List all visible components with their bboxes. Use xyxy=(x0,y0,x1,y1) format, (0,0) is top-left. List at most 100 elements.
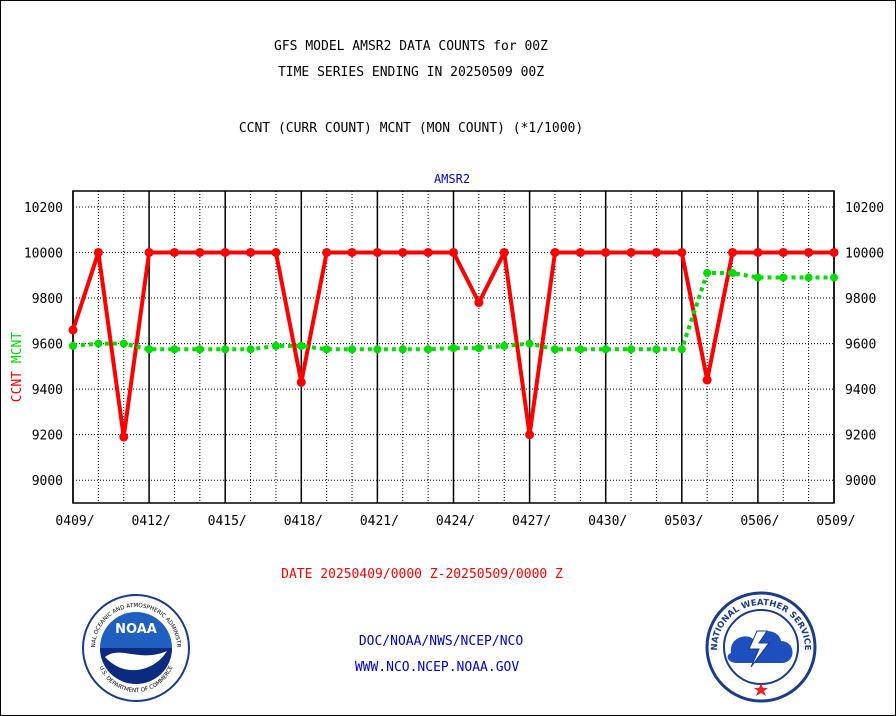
y-axis-label-ccnt: CCNT xyxy=(10,363,25,402)
mcnt-point xyxy=(424,345,433,354)
ccnt-point xyxy=(144,247,154,257)
mcnt-point xyxy=(449,344,458,353)
y-tick-label-left: 9000 xyxy=(32,474,63,489)
y-tick-label-left: 9800 xyxy=(32,292,63,307)
ccnt-point xyxy=(601,247,611,257)
url-line: WWW.NCO.NCEP.NOAA.GOV xyxy=(354,660,520,675)
y-axis-label: CCNT MCNT xyxy=(10,332,25,403)
x-tick-label: 0506/ xyxy=(740,514,779,529)
mcnt-point xyxy=(195,345,204,354)
ccnt-point xyxy=(169,247,179,257)
ccnt-point xyxy=(372,247,382,257)
mcnt-point xyxy=(297,341,306,350)
mcnt-point xyxy=(170,345,179,354)
y-tick-label-right: 9000 xyxy=(845,474,876,489)
ccnt-point xyxy=(271,247,281,257)
ccnt-point xyxy=(398,247,408,257)
mcnt-point xyxy=(830,273,838,282)
x-tick-label: 0430/ xyxy=(588,514,627,529)
mcnt-point xyxy=(348,345,357,354)
mcnt-point xyxy=(398,345,407,354)
ccnt-point xyxy=(499,247,509,257)
mcnt-point xyxy=(322,345,331,354)
mcnt-point xyxy=(753,273,762,282)
y-tick-label-right: 10200 xyxy=(845,201,884,216)
ccnt-point xyxy=(778,247,788,257)
ccnt-point xyxy=(804,247,814,257)
mcnt-point xyxy=(474,344,483,353)
x-tick-label: 0418/ xyxy=(284,514,323,529)
noaa-logo-center-text: NOAA xyxy=(115,622,157,637)
mcnt-point xyxy=(779,273,788,282)
mcnt-point xyxy=(145,345,154,354)
mcnt-point xyxy=(221,345,230,354)
ccnt-point xyxy=(322,247,332,257)
mcnt-point xyxy=(373,345,382,354)
ccnt-point xyxy=(296,377,306,387)
y-tick-label-right: 9600 xyxy=(845,338,876,353)
ccnt-point xyxy=(195,247,205,257)
mcnt-point xyxy=(627,345,636,354)
y-tick-label-right: 9400 xyxy=(845,383,876,398)
ccnt-point xyxy=(220,247,230,257)
ccnt-point xyxy=(93,247,103,257)
mcnt-point xyxy=(728,268,737,277)
ccnt-point xyxy=(449,247,458,257)
nws-logo: NATIONAL WEATHER SERVICE xyxy=(705,591,817,703)
ccnt-point xyxy=(347,247,357,257)
y-tick-label-left: 9200 xyxy=(32,429,63,444)
mcnt-point xyxy=(69,341,77,350)
mcnt-point xyxy=(576,345,585,354)
y-tick-label-left: 9600 xyxy=(32,338,63,353)
ccnt-point xyxy=(246,247,256,257)
ccnt-point xyxy=(119,432,129,442)
mcnt-point xyxy=(804,273,813,282)
star-icon xyxy=(754,683,768,696)
x-tick-label: 0424/ xyxy=(436,514,475,529)
date-range-label: DATE 20250409/0000 Z-20250509/0000 Z xyxy=(281,567,563,582)
x-tick-label: 0409/ xyxy=(55,514,94,529)
mcnt-point xyxy=(652,345,661,354)
mcnt-point xyxy=(94,339,103,348)
x-tick-label: 0412/ xyxy=(132,514,171,529)
mcnt-point xyxy=(500,341,509,350)
mcnt-point xyxy=(601,345,610,354)
ccnt-point xyxy=(525,430,535,440)
mcnt-point xyxy=(550,345,559,354)
y-tick-label-left: 9400 xyxy=(32,383,63,398)
ccnt-point xyxy=(474,298,484,308)
plot-title: AMSR2 xyxy=(433,172,471,186)
mcnt-point xyxy=(677,345,686,354)
ccnt-point xyxy=(702,375,712,385)
x-tick-label: 0427/ xyxy=(512,514,551,529)
y-tick-label-left: 10000 xyxy=(24,246,63,261)
org-line: DOC/NOAA/NWS/NCEP/NCO xyxy=(358,634,524,649)
mcnt-point xyxy=(271,341,280,350)
y-tick-label-left: 10200 xyxy=(24,201,63,216)
ccnt-point xyxy=(423,247,433,257)
ccnt-point xyxy=(728,247,738,257)
ccnt-point xyxy=(550,247,560,257)
mcnt-point xyxy=(703,268,712,277)
ccnt-point xyxy=(651,247,661,257)
x-tick-label: 0421/ xyxy=(360,514,399,529)
chart-title-line2: TIME SERIES ENDING IN 20250509 00Z xyxy=(277,65,545,80)
y-axis-label-mcnt: MCNT xyxy=(10,332,25,363)
x-tick-label: 0509/ xyxy=(816,514,855,529)
ccnt-point xyxy=(753,247,763,257)
y-tick-label-right: 9800 xyxy=(845,292,876,307)
ccnt-point xyxy=(677,247,687,257)
ccnt-point xyxy=(626,247,636,257)
mcnt-point xyxy=(119,339,128,348)
x-tick-label: 0415/ xyxy=(208,514,247,529)
chart-subtitle: CCNT (CURR COUNT) MCNT (MON COUNT) (*1/1… xyxy=(238,121,584,136)
noaa-logo: NOAA NATIONAL OCEANIC AND ATMOSPHERIC AD… xyxy=(81,593,190,702)
x-tick-label: 0503/ xyxy=(664,514,703,529)
ccnt-point xyxy=(68,325,78,335)
ccnt-point xyxy=(575,247,585,257)
mcnt-point xyxy=(246,345,255,354)
y-tick-label-right: 10000 xyxy=(845,246,884,261)
y-tick-label-right: 9200 xyxy=(845,429,876,444)
